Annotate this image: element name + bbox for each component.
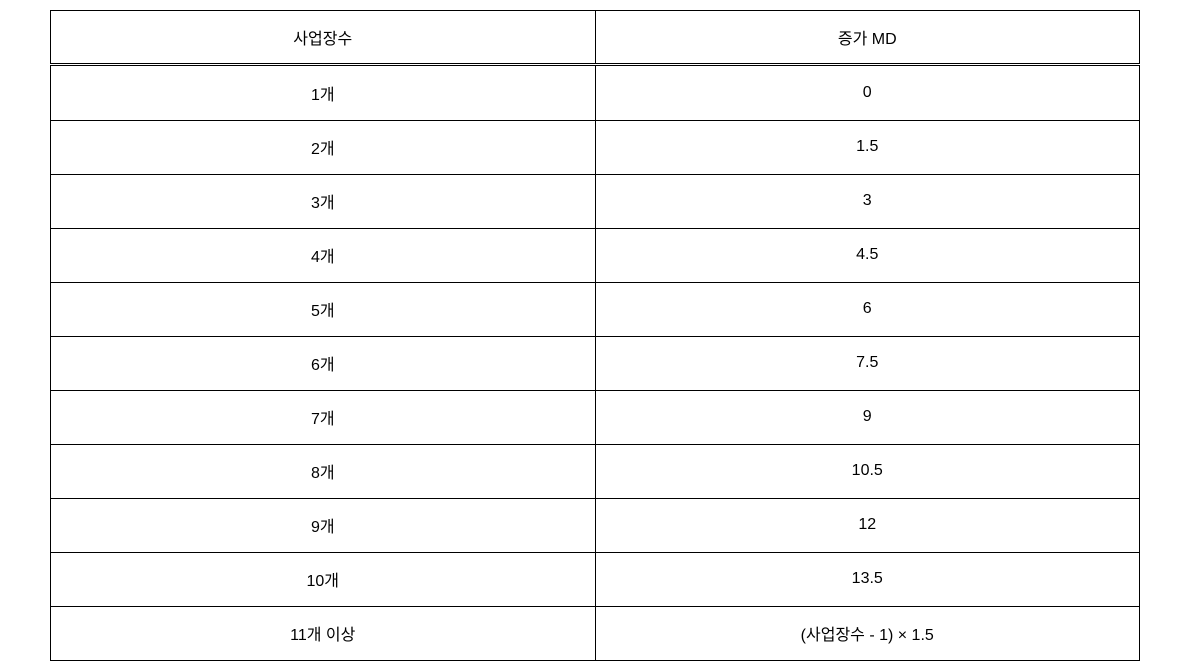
cell-increase-md: 12 [595, 498, 1140, 552]
cell-business-count: 9개 [51, 498, 596, 552]
cell-business-count: 1개 [51, 66, 596, 120]
table-row: 6개 7.5 [51, 336, 1140, 390]
cell-business-count: 3개 [51, 174, 596, 228]
table-header-row: 사업장수 증가 MD [51, 11, 1140, 65]
data-table: 사업장수 증가 MD 1개 0 2개 1.5 3개 3 4개 4.5 5개 [50, 10, 1140, 661]
table-row: 10개 13.5 [51, 552, 1140, 606]
cell-business-count: 6개 [51, 336, 596, 390]
table-body: 1개 0 2개 1.5 3개 3 4개 4.5 5개 6 6개 7.5 [51, 66, 1140, 660]
cell-increase-md: 1.5 [595, 120, 1140, 174]
cell-business-count: 7개 [51, 390, 596, 444]
cell-increase-md: 3 [595, 174, 1140, 228]
table-row: 9개 12 [51, 498, 1140, 552]
cell-increase-md: 4.5 [595, 228, 1140, 282]
cell-increase-md: 10.5 [595, 444, 1140, 498]
cell-business-count: 5개 [51, 282, 596, 336]
table-row: 4개 4.5 [51, 228, 1140, 282]
cell-increase-md: 7.5 [595, 336, 1140, 390]
table-row: 1개 0 [51, 66, 1140, 120]
table-row: 2개 1.5 [51, 120, 1140, 174]
cell-business-count: 10개 [51, 552, 596, 606]
table-row: 3개 3 [51, 174, 1140, 228]
cell-business-count: 8개 [51, 444, 596, 498]
cell-increase-md: 9 [595, 390, 1140, 444]
cell-increase-md: 13.5 [595, 552, 1140, 606]
cell-business-count: 4개 [51, 228, 596, 282]
cell-business-count: 2개 [51, 120, 596, 174]
column-header-increase-md: 증가 MD [595, 11, 1140, 65]
column-header-business-count: 사업장수 [51, 11, 596, 65]
table-row: 7개 9 [51, 390, 1140, 444]
cell-increase-md: 6 [595, 282, 1140, 336]
cell-business-count: 11개 이상 [51, 606, 596, 660]
table-row: 8개 10.5 [51, 444, 1140, 498]
cell-increase-md: (사업장수 - 1) × 1.5 [595, 606, 1140, 660]
table-row: 11개 이상 (사업장수 - 1) × 1.5 [51, 606, 1140, 660]
cell-increase-md: 0 [595, 66, 1140, 120]
table-row: 5개 6 [51, 282, 1140, 336]
table-container: 사업장수 증가 MD 1개 0 2개 1.5 3개 3 4개 4.5 5개 [50, 10, 1140, 661]
